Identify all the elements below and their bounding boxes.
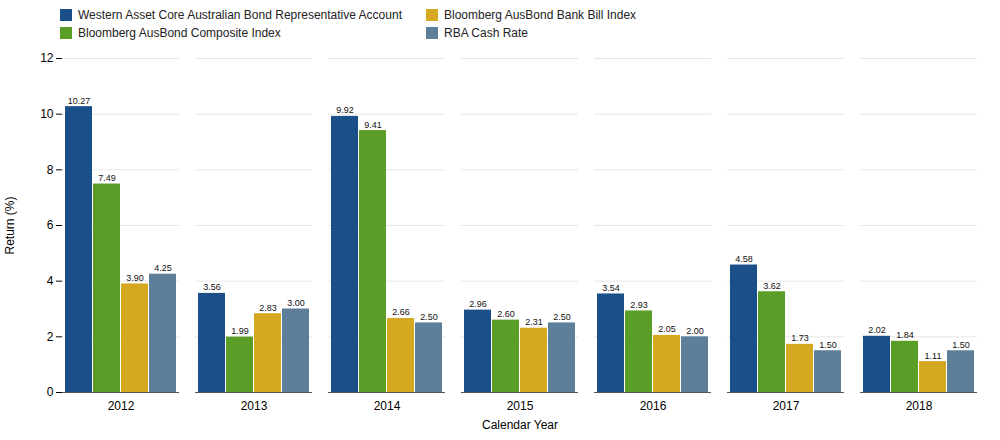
svg-text:2.96: 2.96: [469, 299, 487, 309]
html-text:Bloomberg AusBond Bank Bill In: Bloomberg AusBond Bank Bill Index: [444, 8, 637, 22]
svg-text:2.66: 2.66: [392, 307, 410, 317]
svg-text:Calendar Year: Calendar Year: [482, 418, 558, 432]
svg-text:6: 6: [47, 218, 54, 232]
svg-text:9.41: 9.41: [364, 120, 382, 130]
svg-text:10: 10: [40, 107, 54, 121]
svg-text:2.02: 2.02: [868, 325, 886, 335]
svg-text:2017: 2017: [773, 399, 800, 413]
svg-text:2.50: 2.50: [553, 312, 571, 322]
svg-text:2014: 2014: [374, 399, 401, 413]
svg-text:2015: 2015: [507, 399, 534, 413]
svg-text:2.50: 2.50: [420, 312, 438, 322]
svg-text:2016: 2016: [640, 399, 667, 413]
svg-text:Return (%): Return (%): [3, 196, 17, 254]
svg-text:2018: 2018: [906, 399, 933, 413]
svg-text:2.83: 2.83: [259, 303, 277, 313]
svg-text:2.60: 2.60: [497, 309, 515, 319]
svg-text:1.11: 1.11: [925, 351, 942, 361]
svg-text:3.56: 3.56: [203, 282, 221, 292]
svg-text:10.27: 10.27: [68, 96, 91, 106]
svg-text:2.31: 2.31: [525, 317, 543, 327]
svg-text:4.25: 4.25: [154, 263, 172, 273]
svg-text:2.05: 2.05: [658, 324, 676, 334]
svg-text:12: 12: [40, 51, 54, 65]
svg-text:9.92: 9.92: [336, 105, 354, 115]
svg-text:3.00: 3.00: [287, 298, 305, 308]
svg-text:8: 8: [47, 163, 54, 177]
svg-text:2012: 2012: [108, 399, 135, 413]
svg-text:2.93: 2.93: [630, 300, 648, 310]
html-text:RBA Cash Rate: RBA Cash Rate: [444, 26, 528, 40]
svg-text:4: 4: [47, 274, 54, 288]
svg-text:0: 0: [47, 385, 54, 399]
svg-text:4.58: 4.58: [735, 254, 753, 264]
svg-text:3.62: 3.62: [763, 281, 781, 291]
svg-text:3.54: 3.54: [602, 283, 620, 293]
html-text:Bloomberg AusBond Composite In: Bloomberg AusBond Composite Index: [78, 26, 281, 40]
svg-text:1.84: 1.84: [896, 330, 914, 340]
svg-text:1.99: 1.99: [231, 326, 249, 336]
svg-text:3.90: 3.90: [126, 273, 144, 283]
svg-text:1.73: 1.73: [791, 333, 809, 343]
svg-text:1.50: 1.50: [819, 340, 837, 350]
svg-text:7.49: 7.49: [98, 173, 116, 183]
svg-text:1.50: 1.50: [952, 340, 970, 350]
svg-text:2: 2: [47, 330, 54, 344]
svg-text:2013: 2013: [241, 399, 268, 413]
svg-text:2.00: 2.00: [686, 326, 704, 336]
html-text:Western Asset Core Australian: Western Asset Core Australian Bond Repre…: [78, 8, 402, 22]
